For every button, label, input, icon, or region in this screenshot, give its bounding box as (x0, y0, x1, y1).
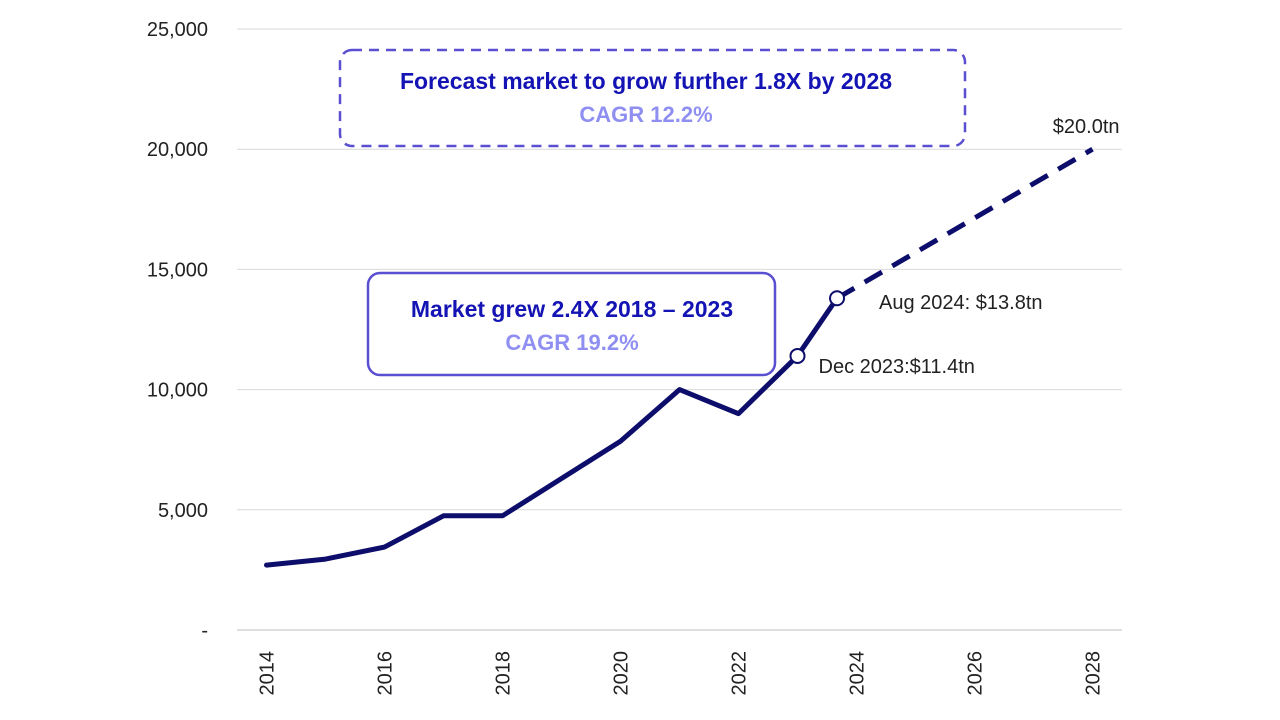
marker-aug2024 (829, 290, 846, 307)
y-tick-label: 10,000 (147, 380, 208, 402)
actual-series-line (264, 295, 840, 568)
y-tick-label: - (201, 620, 208, 642)
x-tick-label: 2024 (847, 651, 869, 696)
forecast-callout: Forecast market to grow further 1.8X by … (338, 48, 967, 148)
y-tick-label: 15,000 (147, 259, 208, 281)
y-axis-ticks: - 5,000 10,000 15,000 20,000 25,000 (147, 19, 208, 642)
series-lines (264, 147, 1094, 568)
forecast-callout-border (338, 48, 967, 148)
annotation-aug-2024: Aug 2024: $13.8tn (879, 292, 1042, 314)
y-tick-label: 5,000 (158, 500, 208, 522)
forecast-callout-title: Forecast market to grow further 1.8X by … (400, 68, 892, 94)
y-tick-label: 20,000 (147, 139, 208, 161)
x-tick-label: 2016 (375, 651, 397, 696)
x-tick-label: 2018 (493, 651, 515, 696)
x-tick-label: 2028 (1083, 651, 1105, 696)
historic-callout-title: Market grew 2.4X 2018 – 2023 (411, 296, 733, 322)
annotation-2028-value: $20.0tn (1053, 116, 1120, 138)
x-tick-label: 2014 (257, 651, 279, 696)
historic-callout: Market grew 2.4X 2018 – 2023 CAGR 19.2% (366, 271, 777, 377)
y-tick-label: 25,000 (147, 19, 208, 41)
x-tick-label: 2022 (729, 651, 751, 696)
forecast-series-line (835, 147, 1094, 301)
marker-dec2023 (789, 347, 806, 364)
point-markers (789, 290, 846, 364)
x-tick-label: 2026 (965, 651, 987, 696)
annotation-dec-2023: Dec 2023:$11.4tn (819, 356, 975, 378)
historic-callout-cagr: CAGR 19.2% (505, 330, 638, 355)
x-axis-ticks: 2014 2016 2018 2020 2022 2024 2026 2028 (257, 651, 1105, 696)
historic-callout-border (366, 271, 777, 377)
x-tick-label: 2020 (611, 651, 633, 696)
forecast-callout-cagr: CAGR 12.2% (579, 102, 712, 127)
